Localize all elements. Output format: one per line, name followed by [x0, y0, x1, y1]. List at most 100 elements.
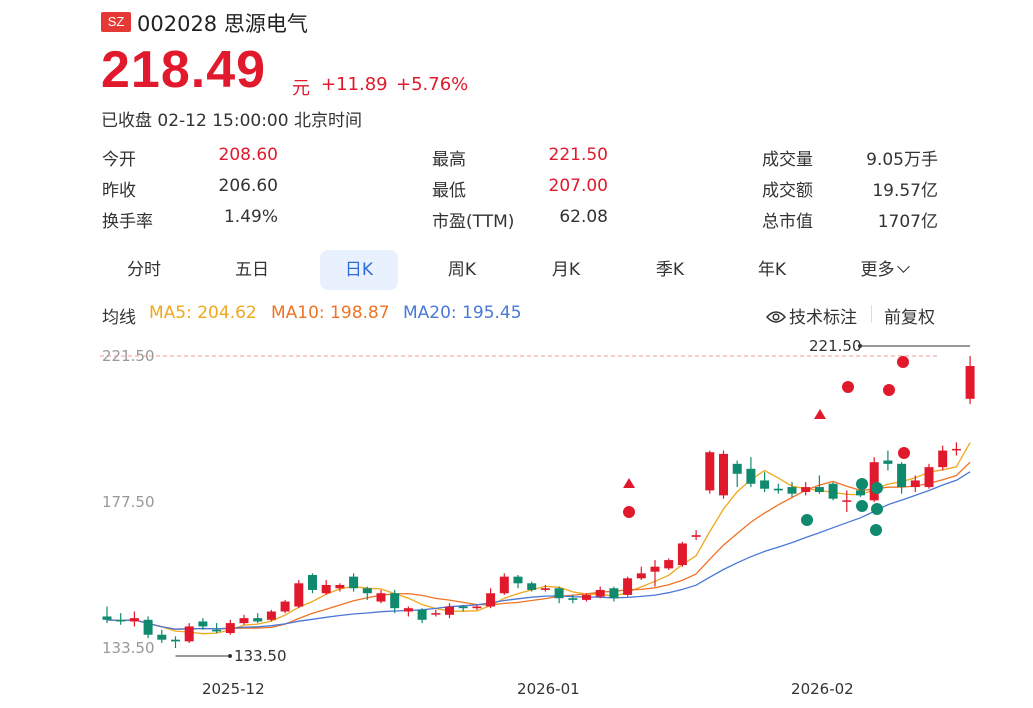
y-axis-tick-label: 221.50 — [102, 347, 155, 365]
candle — [650, 560, 660, 587]
candle — [828, 482, 838, 501]
ma5-line — [106, 442, 971, 635]
turnover-rate-label: 换手率 — [102, 212, 153, 232]
candle — [636, 566, 646, 580]
candle — [184, 623, 194, 644]
exchange-badge: SZ — [101, 12, 131, 32]
candle — [787, 482, 797, 498]
pe-label: 市盈(TTM) — [432, 212, 515, 232]
prev-close-label: 昨收 — [102, 181, 136, 201]
ma5-value: MA5: 204.62 — [149, 303, 257, 323]
candle — [403, 606, 413, 617]
volume-value: 9.05万手 — [866, 150, 938, 170]
low-label: 最低 — [432, 181, 466, 201]
volume-label: 成交量 — [762, 150, 813, 170]
candle — [280, 599, 290, 614]
signal-dot-green — [801, 514, 813, 526]
signal-dot-green — [870, 524, 882, 536]
tab-quarterly-k[interactable]: 季K — [655, 260, 685, 280]
candle — [198, 618, 208, 630]
mktcap-label: 总市值 — [762, 212, 813, 232]
candle — [335, 583, 345, 592]
ma20-value: MA20: 195.45 — [403, 303, 522, 323]
signal-dot-red — [897, 356, 909, 368]
candle — [431, 609, 441, 617]
price-change-percent: +5.76% — [396, 74, 469, 95]
candle — [595, 586, 605, 599]
candle — [458, 604, 468, 612]
tab-more-label: 更多 — [860, 260, 895, 280]
candle — [308, 573, 317, 594]
high-label: 最高 — [432, 150, 466, 170]
tab-yearly-k[interactable]: 年K — [757, 260, 787, 280]
x-axis-date-label: 2026-01 — [517, 680, 580, 698]
period-tabs: 分时 五日 日K 周K 月K 季K 年K 更多 — [100, 250, 940, 290]
candle — [472, 604, 482, 610]
candle — [486, 588, 496, 609]
candle — [746, 457, 756, 488]
tab-daily-k[interactable]: 日K — [320, 250, 398, 290]
candle — [801, 482, 811, 496]
signal-dot-red — [623, 506, 635, 518]
candle — [157, 629, 167, 644]
candle — [540, 584, 550, 592]
candle — [883, 450, 893, 471]
stock-code-name: 002028 思源电气 — [137, 12, 308, 36]
signal-triangle-up — [814, 409, 826, 419]
tab-intraday[interactable]: 分时 — [127, 260, 161, 280]
candle — [691, 530, 701, 541]
ma-label: 均线 — [102, 308, 136, 328]
min-price-label: 133.50 — [234, 647, 287, 665]
signal-triangle-up — [623, 478, 635, 488]
candle — [239, 614, 249, 625]
ma10-line — [106, 461, 971, 630]
signal-dot-green — [856, 500, 868, 512]
candle — [417, 608, 427, 624]
candle — [856, 488, 865, 498]
signal-dot-red — [898, 447, 910, 459]
candle — [869, 457, 879, 502]
price-change: +11.89 — [321, 74, 388, 95]
candle — [842, 490, 852, 512]
ma20-line — [106, 471, 971, 630]
tab-five-day[interactable]: 五日 — [235, 260, 269, 280]
candle — [499, 573, 509, 595]
candle — [225, 619, 235, 635]
candle — [705, 450, 715, 494]
candle — [554, 586, 564, 604]
tab-more[interactable]: 更多 — [840, 250, 928, 290]
candle — [910, 475, 920, 493]
price-unit: 元 — [292, 78, 310, 99]
divider — [871, 305, 872, 323]
mktcap-value: 1707亿 — [877, 212, 938, 232]
tech-annotation-toggle[interactable]: 技术标注 — [765, 303, 857, 328]
candle — [951, 442, 961, 456]
max-price-label: 221.50 — [809, 337, 862, 355]
current-price: 218.49 — [101, 41, 267, 99]
candle — [102, 606, 112, 624]
market-status: 已收盘 02-12 15:00:00 北京时间 — [101, 111, 362, 131]
x-axis-date-label: 2025-12 — [202, 680, 265, 698]
candle — [321, 579, 331, 595]
candle — [568, 594, 578, 604]
candle — [814, 475, 824, 494]
candle — [513, 575, 523, 589]
tab-weekly-k[interactable]: 周K — [447, 260, 477, 280]
candle — [349, 573, 359, 592]
tab-monthly-k[interactable]: 月K — [551, 260, 581, 280]
pe-value: 62.08 — [559, 207, 608, 227]
open-value: 208.60 — [218, 145, 278, 165]
candle — [253, 613, 263, 624]
candle — [732, 460, 742, 488]
candle — [719, 450, 728, 499]
candle — [609, 586, 619, 602]
candle — [623, 576, 633, 597]
signal-dot-green — [871, 503, 883, 515]
candle — [171, 636, 180, 648]
y-axis-tick-label: 177.50 — [102, 493, 155, 511]
x-axis-date-label: 2026-02 — [791, 680, 854, 698]
amount-value: 19.57亿 — [872, 181, 938, 201]
eye-icon — [765, 311, 787, 323]
adjust-mode-button[interactable]: 前复权 — [884, 308, 935, 328]
